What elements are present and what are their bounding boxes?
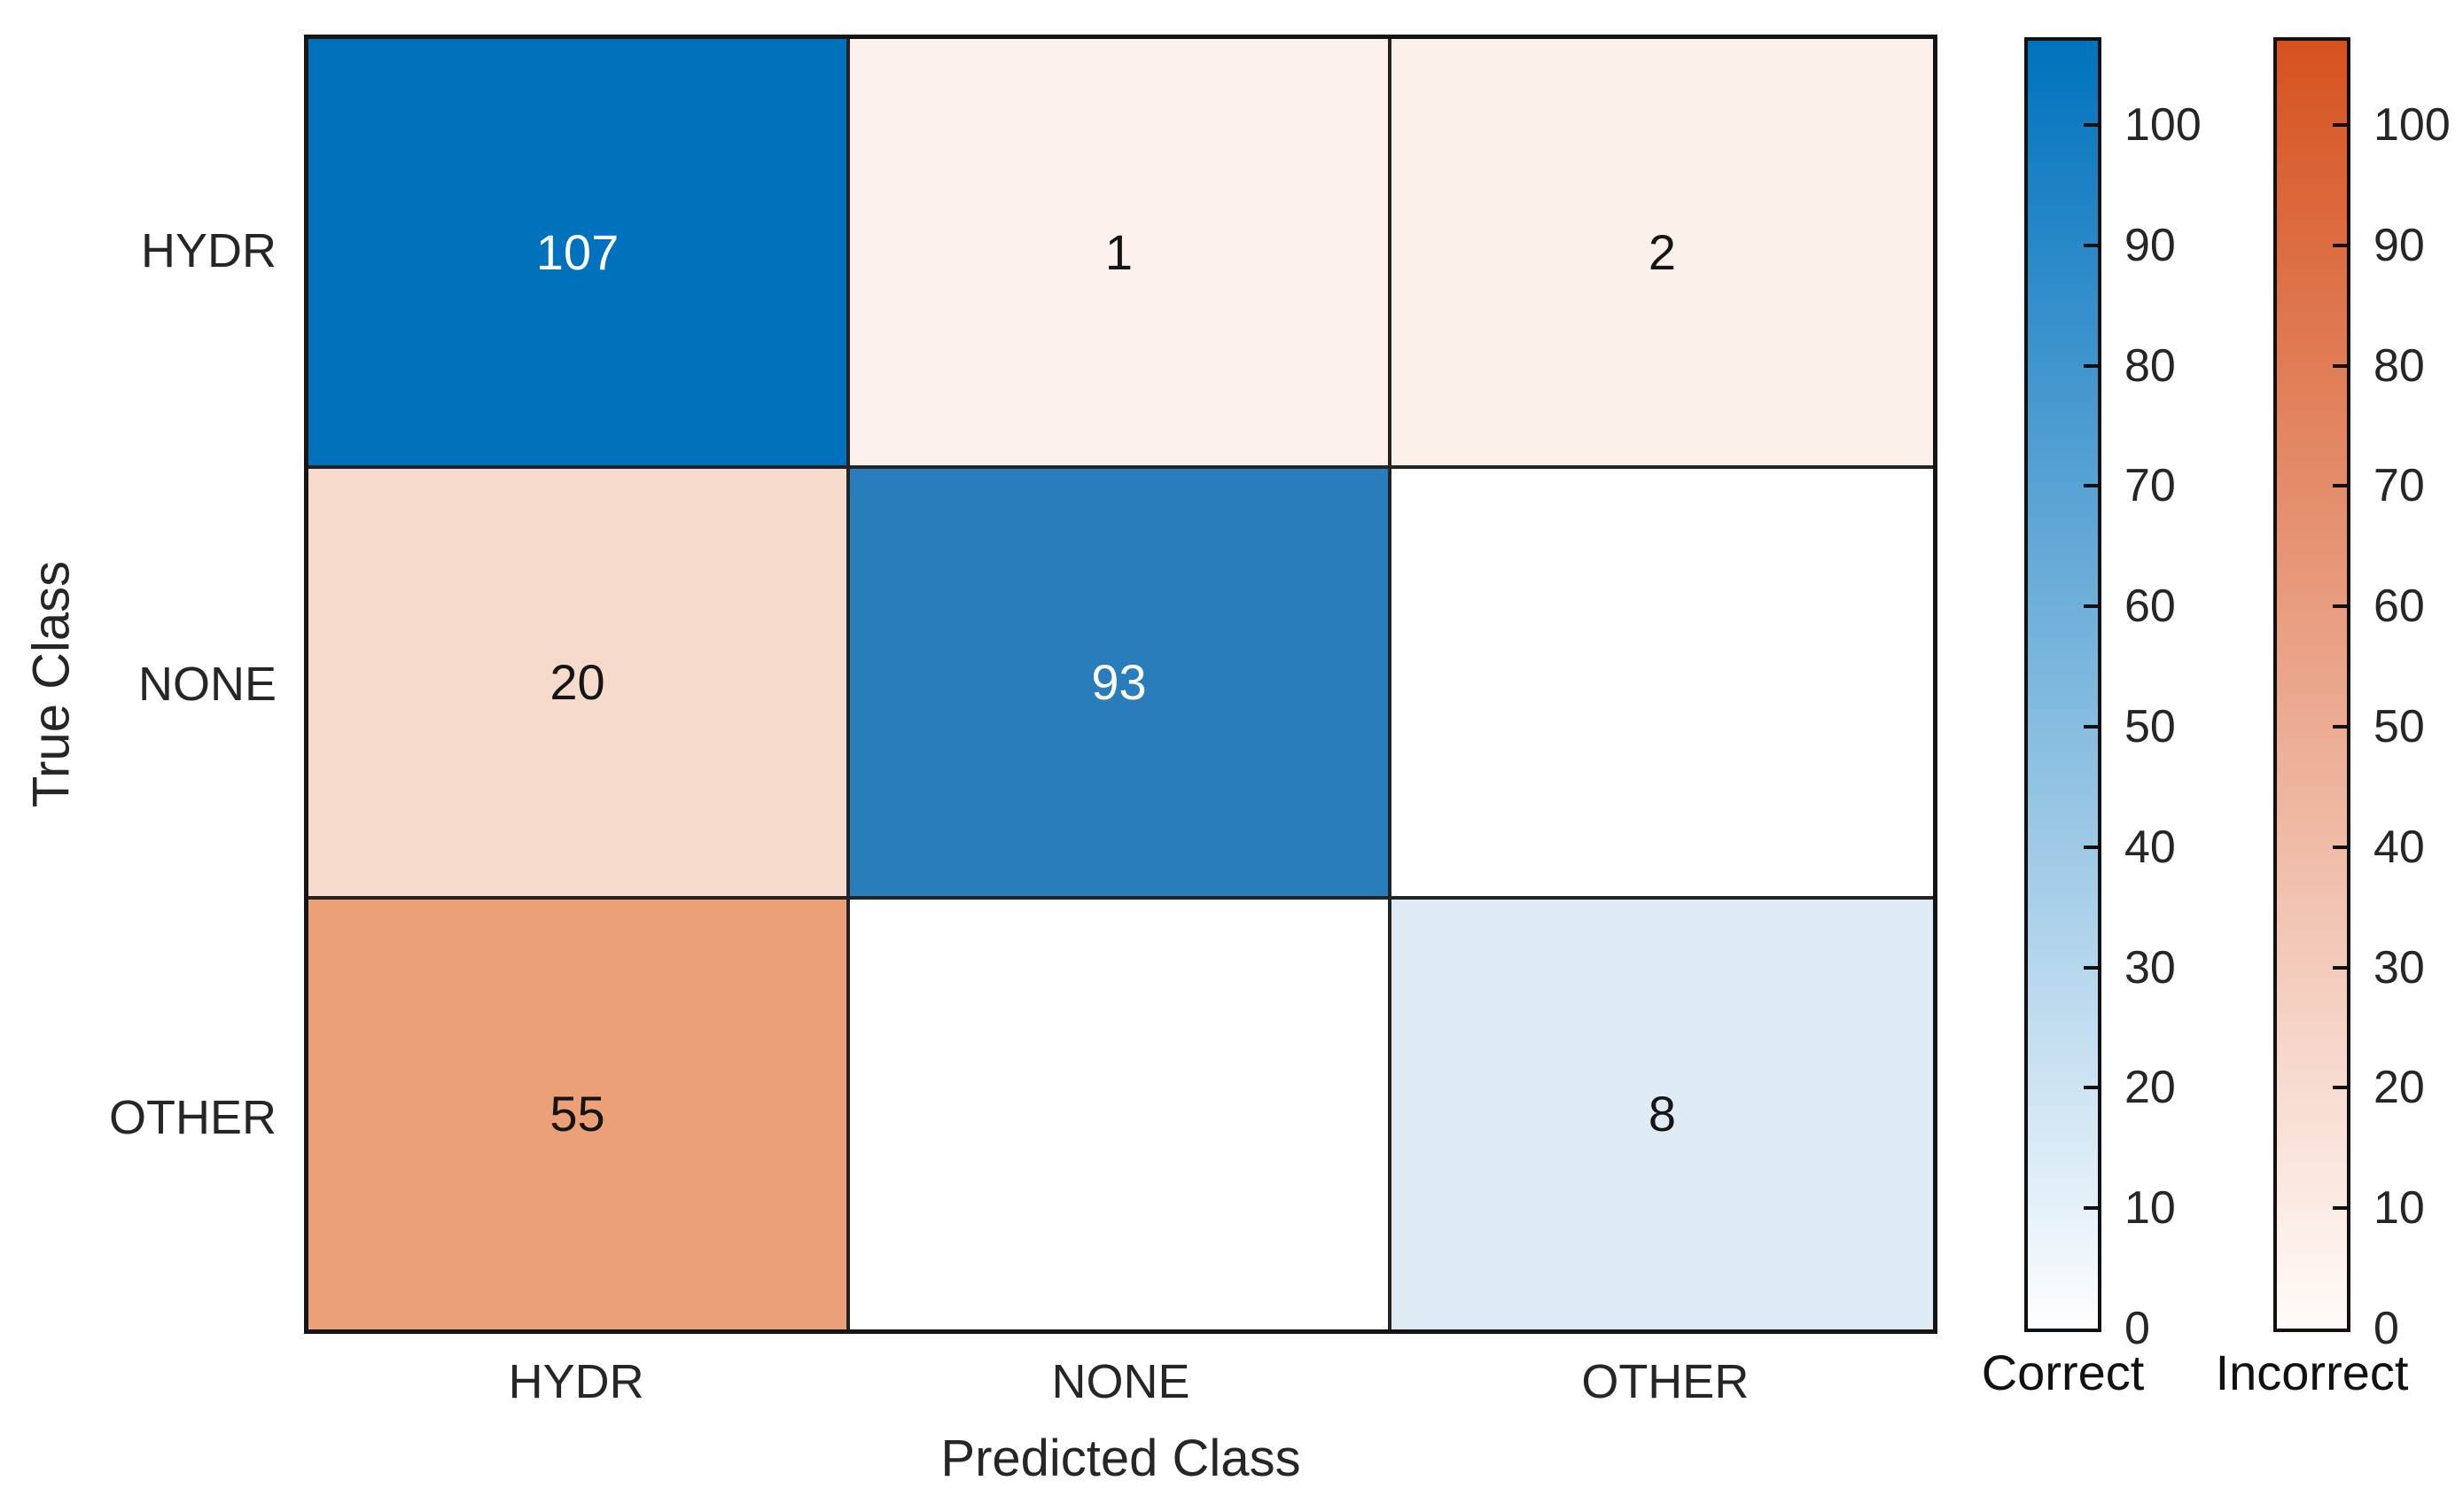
colorbar-tick — [2333, 1206, 2347, 1211]
ytick-label-hydr: HYDR — [140, 224, 277, 278]
colorbar-tick-label: 10 — [2373, 1182, 2425, 1235]
colorbar-tick-label: 20 — [2124, 1062, 2176, 1114]
colorbar-tick — [2333, 845, 2347, 849]
matrix-cell-other-hydr: 55 — [308, 899, 850, 1329]
colorbar-tick — [2084, 1086, 2098, 1090]
cell-value: 55 — [549, 1086, 605, 1142]
colorbar-tick — [2084, 604, 2098, 609]
colorbar-tick-label: 30 — [2124, 941, 2176, 994]
colorbar-tick-label: 20 — [2373, 1062, 2425, 1114]
colorbar-incorrect — [2273, 37, 2350, 1332]
colorbar-tick — [2084, 965, 2098, 970]
colorbar-tick — [2333, 965, 2347, 970]
matrix-cell-other-none — [850, 899, 1391, 1329]
colorbar-tick — [2084, 363, 2098, 368]
cell-value: 107 — [535, 223, 620, 280]
ytick-label-other: OTHER — [109, 1090, 277, 1144]
cell-value: 93 — [1091, 653, 1147, 710]
colorbar-tick-label: 0 — [2124, 1303, 2150, 1354]
colorbar-tick — [2084, 1206, 2098, 1211]
colorbar-tick-label: 10 — [2124, 1182, 2176, 1235]
cell-value: 1 — [1104, 223, 1134, 280]
colorbar-tick-label: 40 — [2373, 821, 2425, 873]
colorbar-tick-label: 100 — [2373, 99, 2451, 152]
colorbar-tick — [2333, 484, 2347, 488]
colorbar-tick — [2333, 363, 2347, 368]
matrix: 107 1 2 20 93 55 8 — [304, 35, 1937, 1334]
colorbar-tick — [2084, 845, 2098, 849]
x-tick-labels: HYDR NONE OTHER — [304, 1354, 1937, 1409]
matrix-cell-other-other: 8 — [1391, 899, 1933, 1329]
matrix-cell-hydr-none: 1 — [850, 39, 1391, 470]
colorbar-tick-label: 90 — [2124, 219, 2176, 271]
xtick-label-none: NONE — [1051, 1355, 1190, 1408]
matrix-cell-hydr-other: 2 — [1391, 39, 1933, 470]
x-axis-label: Predicted Class — [940, 1430, 1301, 1487]
matrix-cell-none-other — [1391, 469, 1933, 900]
colorbar-tick — [2084, 484, 2098, 488]
colorbar-tick-label: 100 — [2124, 99, 2202, 152]
colorbar-tick-label: 60 — [2373, 581, 2425, 633]
colorbar-tick-label: 60 — [2124, 581, 2176, 633]
colorbar-tick-label: 50 — [2124, 701, 2176, 753]
colorbar-correct — [2024, 37, 2101, 1332]
colorbar-tick — [2333, 123, 2347, 128]
colorbar-label-correct: Correct — [1981, 1344, 2145, 1400]
matrix-cell-hydr-hydr: 107 — [308, 39, 850, 470]
matrix-cell-none-hydr: 20 — [308, 469, 850, 900]
colorbar-tick — [2333, 604, 2347, 609]
colorbar-tick-label: 50 — [2373, 701, 2425, 753]
y-tick-labels: HYDR NONE OTHER — [0, 35, 277, 1334]
xtick-label-other: OTHER — [1581, 1355, 1750, 1408]
colorbar-label-incorrect: Incorrect — [2215, 1344, 2409, 1400]
colorbar-tick-label: 90 — [2373, 219, 2425, 271]
colorbar-tick-label: 40 — [2124, 821, 2176, 873]
colorbar-tick-label: 70 — [2373, 460, 2425, 512]
ytick-label-none: NONE — [137, 657, 277, 711]
colorbar-tick-label: 70 — [2124, 460, 2176, 512]
cell-value: 8 — [1648, 1086, 1677, 1142]
colorbar-tick — [2084, 243, 2098, 247]
colorbar-tick-label: 80 — [2373, 339, 2425, 392]
colorbar-tick — [2084, 123, 2098, 128]
colorbar-tick — [2333, 1086, 2347, 1090]
colorbar-tick — [2333, 725, 2347, 729]
colorbar-tick — [2333, 243, 2347, 247]
colorbar-tick-label: 80 — [2124, 339, 2176, 392]
xtick-label-hydr: HYDR — [508, 1355, 644, 1408]
cell-value: 2 — [1648, 223, 1677, 280]
colorbar-tick — [2084, 725, 2098, 729]
colorbar-tick-label: 0 — [2373, 1303, 2399, 1354]
matrix-cell-none-none: 93 — [850, 469, 1391, 900]
colorbar-tick-label: 30 — [2373, 941, 2425, 994]
cell-value: 20 — [549, 653, 605, 710]
